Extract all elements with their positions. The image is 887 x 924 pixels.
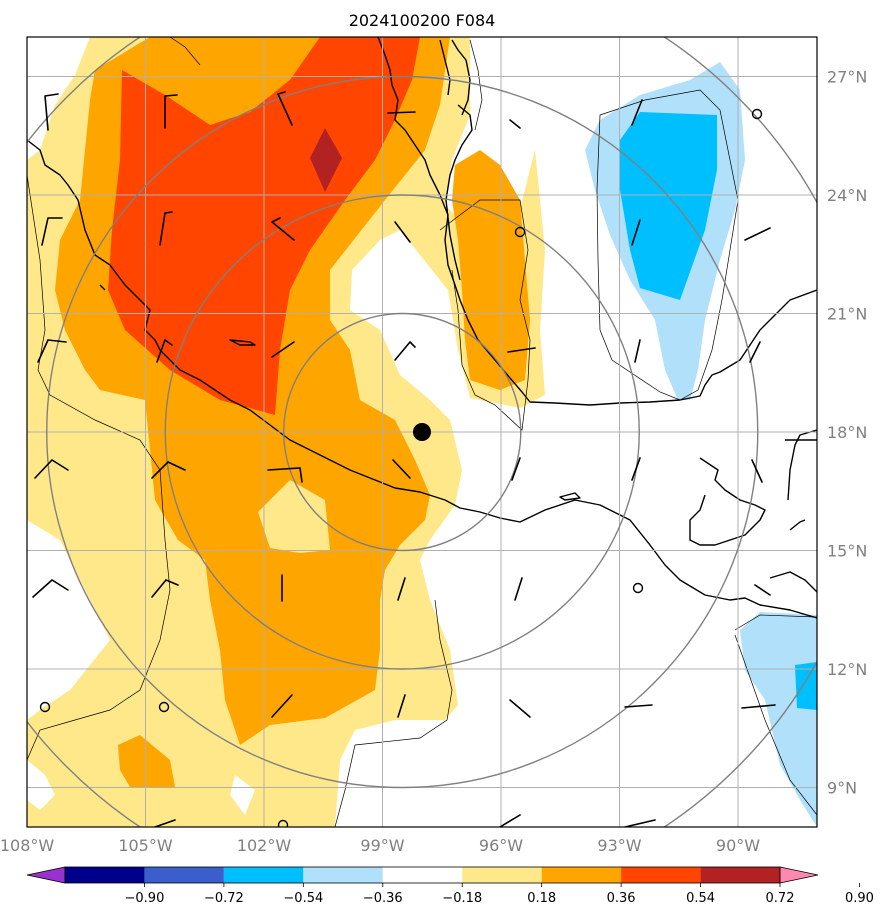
colorbar-tick-label-4: −0.18 [442,891,482,906]
lon-tick-label-0: 108°W [0,836,54,855]
lat-tick-label-4: 15°N [827,542,867,561]
lat-tick-label-6: 9°N [827,779,857,798]
colorbar-extend-low [26,866,66,884]
colorbar-segment-5 [462,867,542,883]
colorbar-segment-3 [303,867,383,883]
colorbar-segment-8 [700,867,780,883]
lon-tick-label-5: 93°W [597,836,641,855]
shading-deep-sky-blue [620,112,817,710]
lon-tick-label-3: 99°W [360,836,404,855]
colorbar-tick-label-0: −0.90 [125,891,165,906]
range-ring-1 [164,194,640,670]
lat-tick-label-2: 21°N [827,305,867,324]
colorbar-tick-label-9: 0.90 [845,891,874,906]
contour-lines [27,37,817,827]
colorbar-tick-label-8: 0.72 [766,891,795,906]
lat-tick-label-3: 18°N [827,423,867,442]
coastlines [27,37,817,619]
lon-tick-label-2: 102°W [237,836,292,855]
lat-tick-label-1: 24°N [827,186,867,205]
lat-tick-label-0: 27°N [827,68,867,87]
colorbar-segment-7 [621,867,701,883]
colorbar-segment-2 [223,867,304,883]
shading-dark-red [310,128,342,192]
longitude-labels: 108°W 105°W 102°W 99°W 96°W 93°W 90°W [0,836,760,855]
lon-tick-label-6: 90°W [716,836,760,855]
range-rings [27,37,817,827]
shading-yellow-island [258,480,330,553]
colorbar-tick-label-3: −0.36 [363,891,403,906]
lon-tick-label-4: 96°W [479,836,523,855]
colorbar-segment-4 [382,867,463,883]
storm-center-marker [413,423,431,441]
colorbar-tick-label-7: 0.54 [686,891,715,906]
colorbar: −0.90 −0.72 −0.54 −0.36 −0.18 0.18 0.36 0.54 0.7… [26,866,874,906]
wind-barbs [32,91,776,827]
colorbar-outline [64,866,781,884]
colorbar-tick-label-2: −0.54 [283,891,323,906]
map-area [27,37,817,827]
colorbar-tick-label-5: 0.18 [527,891,556,906]
colorbar-tick-label-6: 0.36 [607,891,636,906]
map-title: 2024100200 F084 [349,11,496,30]
range-ring-2 [46,75,759,789]
range-ring-0 [283,312,522,552]
latitude-labels: 27°N 24°N 21°N 18°N 15°N 12°N 9°N [827,68,867,798]
lat-tick-label-5: 12°N [827,660,867,679]
map-frame [26,36,818,828]
colorbar-segment-1 [144,867,224,883]
lon-tick-label-1: 105°W [118,836,173,855]
colorbar-extend-high [779,866,819,884]
colorbar-segment-0 [65,867,145,883]
colorbar-segment-6 [541,867,622,883]
calm-wind-markers [39,108,763,827]
colorbar-tick-label-1: −0.72 [204,891,244,906]
